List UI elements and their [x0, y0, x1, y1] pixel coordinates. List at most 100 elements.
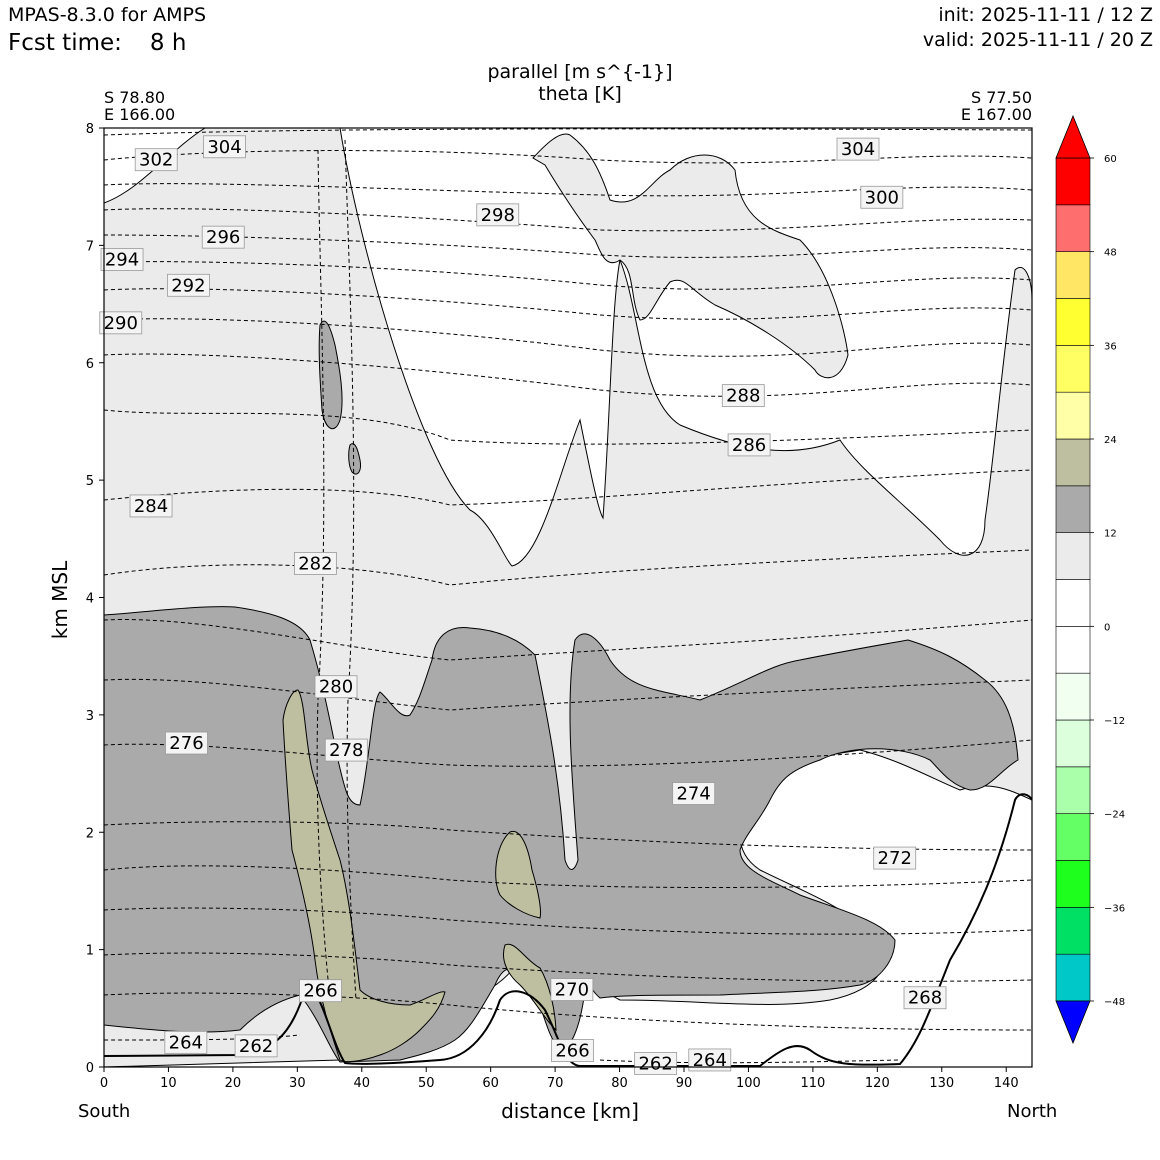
theta-label-box — [299, 979, 342, 1003]
colorbar-bin — [1055, 532, 1091, 580]
colorbar-tick-label: −24 — [1104, 810, 1125, 821]
theta-label-text: 296 — [206, 227, 240, 248]
colorbar-tick-label: −36 — [1104, 903, 1125, 914]
colorbar-tick-label: 36 — [1104, 341, 1117, 352]
theta-label-box — [203, 135, 246, 159]
theta-contour-label: 300 — [860, 185, 904, 209]
theta-contour-label: 262 — [634, 1052, 678, 1075]
theta-label-box — [100, 248, 144, 271]
colorbar-bin — [1055, 672, 1091, 721]
left-latitude: S 78.80 — [104, 88, 166, 107]
x-tick-label: 60 — [482, 1076, 499, 1091]
theta-contour-label: 266 — [299, 979, 342, 1003]
theta-contour-label: 276 — [165, 731, 208, 755]
contour-labels: 304 302 304 300 298 296 294 292 290 288 286 284 282 2… — [99, 135, 947, 1075]
theta-label-text: 292 — [171, 275, 205, 296]
theta-label-text: 282 — [298, 553, 332, 574]
x-tick-label: 20 — [225, 1076, 242, 1091]
theta-label-box — [164, 1030, 208, 1054]
valid-time: valid: 2025-11-11 / 20 Z — [922, 29, 1153, 51]
colorbar-bin — [1055, 813, 1091, 861]
theta-label-box — [634, 1052, 678, 1075]
colorbar-bin — [1055, 766, 1091, 814]
theta-label-text: 264 — [693, 1050, 727, 1071]
chart-title: parallel [m s^{-1}] — [487, 61, 673, 83]
theta-contour-label: 304 — [203, 135, 246, 159]
north-label: North — [1007, 1101, 1058, 1122]
theta-contours — [104, 128, 1032, 1064]
theta-label-box — [836, 137, 880, 161]
forecast-time-value: 8 h — [149, 30, 187, 56]
theta-label-box — [234, 1034, 278, 1058]
wind-region-light-upper — [532, 133, 849, 379]
y-tick-label: 2 — [86, 826, 94, 841]
theta-label-text: 304 — [207, 137, 241, 158]
theta-label-box — [550, 978, 594, 1001]
left-longitude: E 166.00 — [104, 105, 176, 124]
x-tick-label: 10 — [160, 1076, 177, 1091]
theta-label-text: 288 — [726, 386, 760, 407]
colorbar-tick-label: −48 — [1104, 997, 1125, 1008]
x-tick-label: 110 — [800, 1076, 825, 1091]
colorbar-bin — [1055, 251, 1091, 299]
theta-label-text: 286 — [732, 435, 766, 456]
theta-contour-label: 292 — [167, 273, 210, 297]
theta-contour-label: 270 — [550, 978, 594, 1001]
colorbar-tick-label: 60 — [1104, 154, 1117, 165]
model-name: MPAS-8.3.0 for AMPS — [8, 4, 207, 26]
theta-label-box — [727, 433, 771, 457]
theta-contour-label: 278 — [324, 738, 368, 762]
right-corner-coords: S 77.50 E 167.00 — [961, 89, 1032, 123]
colorbar-bin — [1055, 719, 1091, 768]
colorbar-tick-label: 24 — [1104, 435, 1117, 446]
wind-region-tan-2 — [495, 830, 541, 919]
y-tick-label: 3 — [86, 709, 94, 724]
theta-label-text: 274 — [676, 784, 710, 805]
theta-label-text: 300 — [865, 187, 899, 208]
x-tick-label: 90 — [676, 1076, 693, 1091]
x-axis-label: distance [km] — [501, 1099, 639, 1123]
x-tick-label: 30 — [289, 1076, 306, 1091]
colorbar-bin — [1055, 438, 1091, 487]
theta-label-box — [201, 225, 245, 249]
theta-label-box — [476, 203, 520, 227]
theta-contour-label: 284 — [129, 494, 173, 518]
theta-label-text: 266 — [303, 981, 337, 1002]
theta-contour-label: 282 — [293, 552, 337, 575]
theta-label-text: 278 — [329, 740, 363, 761]
x-tick-label: 0 — [100, 1076, 108, 1091]
y-tick-label: 7 — [86, 239, 94, 254]
theta-label-text: 268 — [908, 988, 942, 1009]
theta-label-box — [165, 731, 208, 755]
theta-contour-label: 280 — [314, 675, 358, 699]
theta-label-text: 280 — [319, 677, 353, 698]
theta-contour-label: 288 — [721, 384, 765, 408]
y-tick-label: 5 — [86, 474, 94, 489]
theta-contour-label: 290 — [99, 311, 143, 335]
forecast-time: Fcst time: 8 h — [8, 30, 186, 56]
theta-contour-label: 304 — [836, 137, 880, 161]
left-corner-coords: S 78.80 E 166.00 — [104, 89, 175, 123]
theta-label-text: 290 — [104, 313, 138, 334]
x-tick-label: 70 — [547, 1076, 564, 1091]
theta-contour-label: 274 — [672, 782, 716, 805]
colorbar-max-extension — [1055, 114, 1091, 159]
theta-label-text: 298 — [481, 205, 515, 226]
colorbar-bin — [1055, 907, 1091, 955]
colorbar-bin — [1055, 204, 1091, 252]
colorbar-tick-label: 12 — [1104, 529, 1117, 540]
right-longitude: E 167.00 — [960, 105, 1032, 124]
theta-label-text: 304 — [841, 139, 875, 160]
theta-contour-label: 262 — [234, 1034, 278, 1058]
colorbar-tick-label: 0 — [1104, 622, 1110, 633]
theta-label-text: 272 — [878, 848, 912, 869]
colorbar-bin — [1055, 345, 1091, 393]
colorbar-bin — [1055, 485, 1091, 533]
forecast-time-label: Fcst time: — [8, 30, 122, 56]
y-tick-label: 0 — [86, 1061, 94, 1076]
colorbar-bin — [1055, 860, 1091, 908]
colorbar-bin — [1055, 298, 1091, 346]
theta-label-text: 276 — [169, 733, 203, 754]
theta-label-box — [551, 1039, 594, 1062]
